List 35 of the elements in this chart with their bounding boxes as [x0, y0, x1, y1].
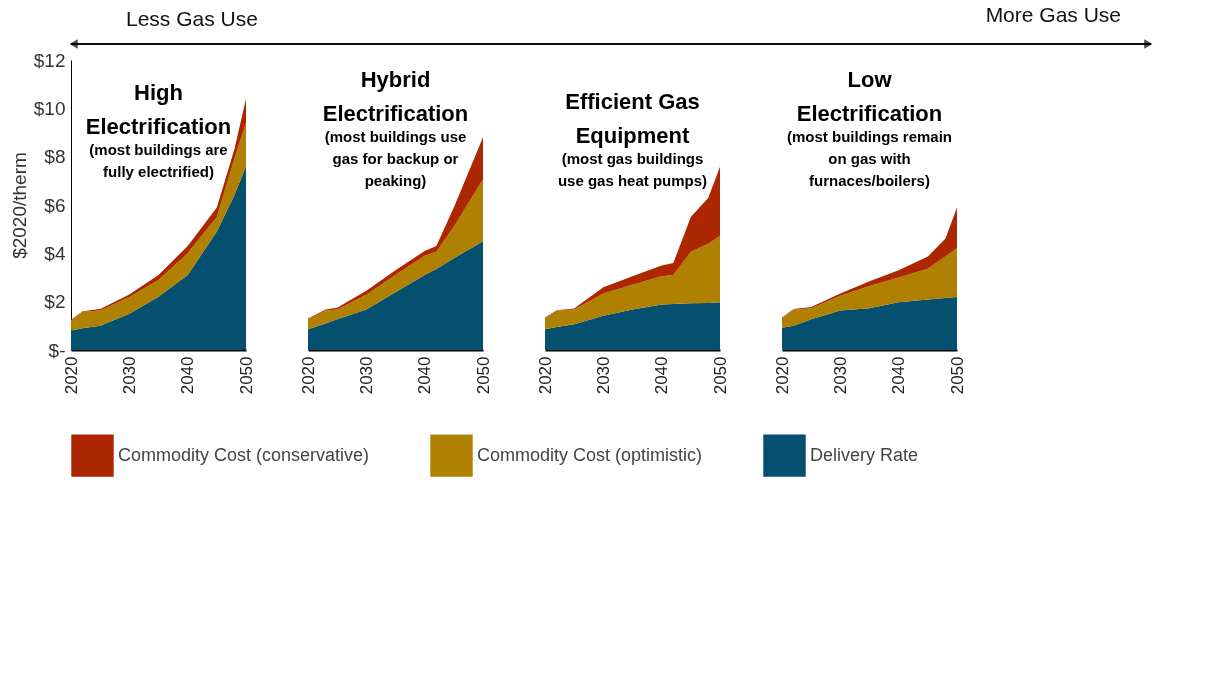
x-tick-label: 2040	[889, 356, 909, 395]
x-tick-label: 2030	[356, 356, 376, 395]
y-tick-label: $10	[33, 97, 66, 119]
legend-label: Delivery Rate	[810, 444, 919, 465]
text: Low Electrification	[796, 67, 943, 126]
legend-label: Commodity Cost (conservative)	[118, 444, 370, 465]
text: Less Gas Use	[126, 7, 258, 30]
y-tick-label: $4	[44, 242, 66, 264]
x-tick-label: 2020	[298, 356, 318, 395]
x-tick-label: 2030	[593, 356, 613, 395]
x-tick-label: 2050	[473, 356, 493, 395]
x-tick-label: 2020	[772, 356, 792, 395]
y-tick-label: $6	[44, 194, 66, 216]
x-tick-label: 2020	[535, 356, 555, 395]
text: Hybrid Electrification	[322, 67, 469, 126]
text: (most buildings use gas for backup or peaking)	[324, 128, 467, 189]
x-tick-label: 2050	[710, 356, 730, 395]
text: Efficient Gas Equipment	[565, 89, 700, 148]
text: (most buildings are fully electrified)	[89, 141, 228, 180]
x-tick-label: 2030	[830, 356, 850, 395]
text: More Gas Use	[985, 3, 1121, 26]
y-tick-label: $8	[44, 146, 66, 168]
y-tick-label: $2	[44, 291, 66, 313]
text: (most buildings remain on gas with furnaces/boilers)	[786, 128, 953, 189]
x-tick-label: 2030	[119, 356, 139, 395]
x-tick-label: 2050	[947, 356, 967, 395]
x-tick-label: 2050	[236, 356, 256, 395]
legend-label: Commodity Cost (optimistic)	[477, 444, 703, 465]
text: (most gas buildings use gas heat pumps)	[557, 150, 708, 189]
x-tick-label: 2040	[415, 356, 435, 395]
y-tick-label: $12	[33, 49, 66, 71]
y-axis-title: $2020/therm	[8, 152, 30, 259]
text: High Electrification	[85, 80, 232, 139]
x-tick-label: 2040	[652, 356, 672, 395]
x-tick-label: 2040	[178, 356, 198, 395]
